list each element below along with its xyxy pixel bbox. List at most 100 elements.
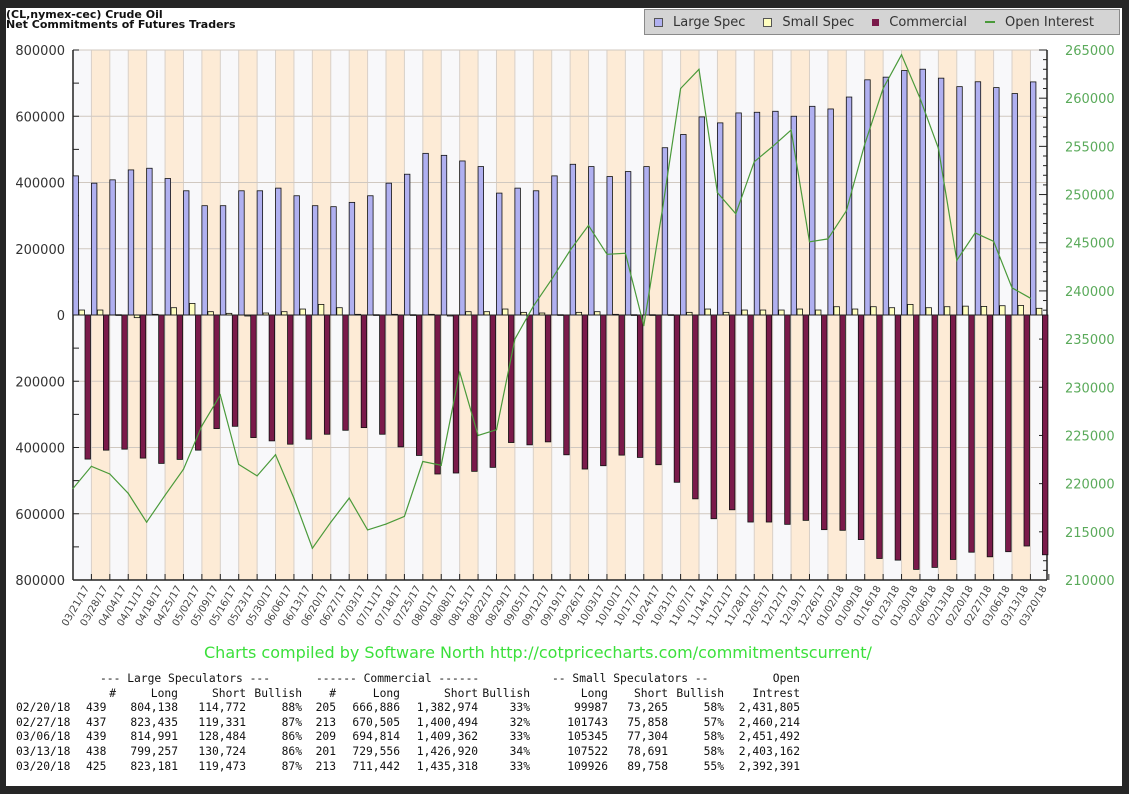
table-group-label: -- Small Speculators -- [552,672,709,685]
right-axis-tick-label: 220000 [1065,478,1115,493]
table-cell: 78,691 [627,744,668,758]
open-interest-point [477,434,479,437]
table-row: 03/06/18 439 814,991 128,484 86% 209 694,814 1,… [16,730,800,745]
small-spec-swatch [763,17,773,27]
right-axis-tick-label: 215000 [1065,526,1115,541]
large-spec-bar [809,105,816,316]
table-group-label [16,672,100,687]
large-spec-bar [606,176,613,316]
commercial-bar [673,314,681,483]
open-interest-point [827,238,829,240]
large-spec-bar [385,182,392,316]
large-spec-bar [219,205,227,316]
open-interest-point [587,224,590,226]
open-interest-point [735,213,737,215]
table-cell: 425 [86,759,107,773]
table-cell: 99987 [573,701,608,715]
large-spec-bar [698,116,705,316]
commercial-bar [986,314,994,558]
table-cell: Short [633,686,668,700]
left-axis-tick-label: 800000 [15,44,65,59]
table-row: 02/27/18 437 823,435 119,331 87% 213 670,505 1,… [16,716,800,731]
large-spec-bar [367,195,374,316]
open-interest-point [790,129,792,131]
table-cell: 58% [703,701,724,715]
commercial-bar [121,314,128,450]
table-cell: 1,435,318 [416,759,478,773]
table-cell: 88% [281,701,302,715]
open-interest-point [330,521,332,523]
small-spec-bar [336,307,343,316]
left-axis-tick-label: 400000 [15,177,65,192]
commercial-bar [618,314,625,456]
table-cell: 130,724 [198,744,246,758]
table-cell: 58% [703,730,724,744]
table-row: 03/20/18 425 823,181 119,473 87% 213 711,442 1,… [16,760,800,775]
commercial-bar [397,314,404,448]
small-spec-bar [704,308,711,316]
large-spec-swatch [654,17,663,27]
large-spec-bar [238,190,245,316]
table-group-header: --- Large Speculators --- ------ Commerci… [16,672,800,687]
table-cell: 34% [509,744,530,758]
large-spec-bar [348,201,356,316]
commercial-bar [636,314,644,458]
table-cell: 439 [86,701,107,715]
commercial-bar [729,314,736,511]
table-group-label: ------ Commercial ------ [316,672,480,685]
table-cell: 439 [86,730,107,744]
open-interest-point [1029,297,1032,299]
right-axis-tick-label: 235000 [1065,333,1115,348]
table-cell: 438 [86,744,107,758]
large-spec-bar [1030,81,1037,316]
table-cell: 209 [315,730,336,744]
table-cell: 03/13/18 [16,744,71,758]
large-spec-bar [109,179,116,316]
large-spec-bar [569,163,577,316]
large-spec-bar [477,166,484,316]
small-spec-bar [759,309,767,316]
open-interest-swatch [985,21,996,23]
open-interest-point [919,97,921,99]
table-cell: 119,331 [198,715,246,729]
table-cell: 101743 [567,715,608,729]
open-interest-point [127,492,129,494]
large-spec-bar [496,192,503,316]
table-cell: 109926 [567,759,608,773]
small-spec-bar [778,309,785,316]
chart-title: (CL,nymex-cec) Crude Oil [6,8,163,21]
table-cell: 2,392,391 [738,759,800,773]
large-spec-bar [146,167,153,316]
large-spec-bar [514,187,521,316]
small-spec-bar [851,308,859,316]
commercial-bar [581,314,589,470]
small-spec-bar [815,309,822,316]
open-interest-point [403,515,406,518]
open-interest-point [440,464,442,466]
commercial-bar [268,314,276,442]
commercial-bar [103,314,110,451]
small-spec-bar [980,306,988,316]
commercial-bar [213,314,220,430]
open-interest-point [72,487,74,490]
open-interest-point [716,192,719,194]
open-interest-point [900,54,903,56]
commercial-bar [710,314,717,520]
table-cell: 58% [703,744,724,758]
commercial-bar [360,314,368,429]
table-cell: 2,460,214 [738,715,800,729]
table-cell: Bullish [482,686,530,700]
table-cell: 02/20/18 [16,701,71,715]
open-interest-point [551,278,553,280]
large-spec-bar [275,187,282,316]
large-spec-bar [974,81,982,316]
large-spec-bar [551,175,558,316]
open-interest-point [274,454,277,456]
right-axis-tick-label: 230000 [1065,381,1115,396]
large-spec-bar [256,190,264,316]
table-cell: 114,772 [198,701,246,715]
small-spec-bar [299,308,306,316]
large-spec-bar [827,108,834,316]
table-cell: Long [372,686,400,700]
table-cell: 670,505 [352,715,400,729]
